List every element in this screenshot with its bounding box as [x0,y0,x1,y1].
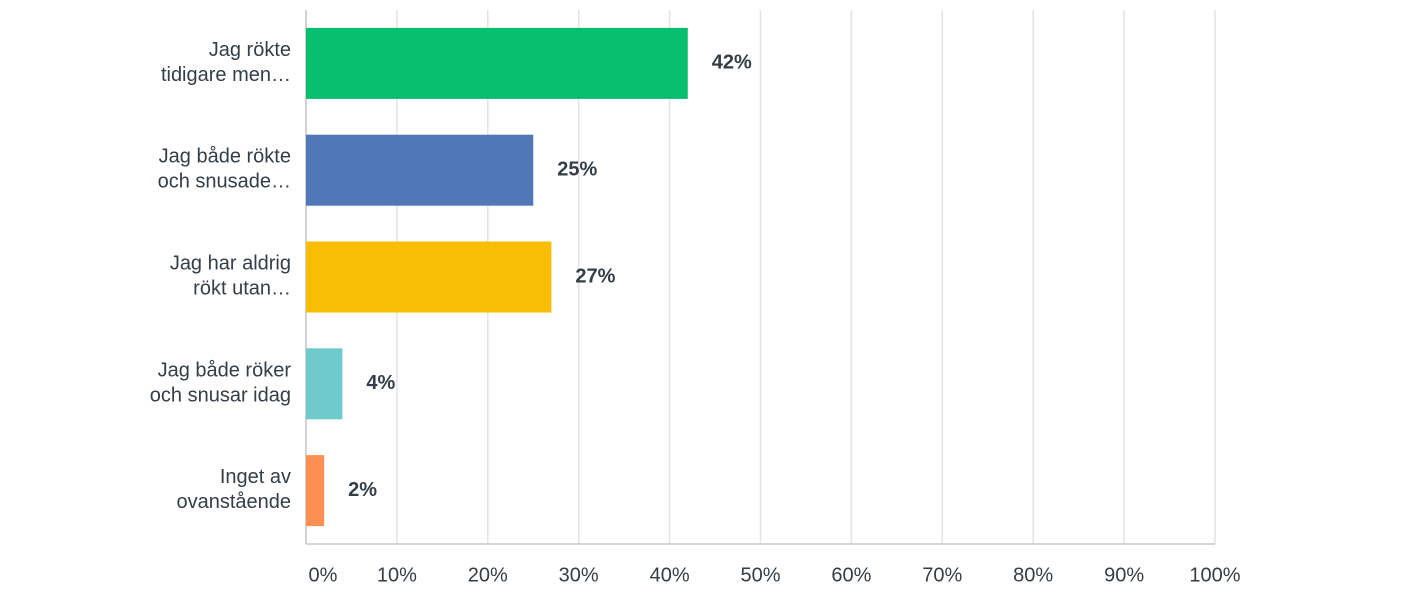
x-tick-label: 10% [377,564,417,586]
x-tick-label: 90% [1104,564,1144,586]
value-label: 2% [348,479,377,501]
category-label: Jag både rökte och snusade… [158,146,291,193]
x-tick-label: 20% [468,564,508,586]
bar [306,241,552,313]
category-label: Jag rökte tidigare men… [161,39,291,86]
x-tick-label: 30% [559,564,599,586]
x-tick-label: 50% [740,564,780,586]
value-label: 4% [366,372,395,394]
category-label: Inget av ovanstående [176,466,291,513]
category-label: Jag både röker och snusar idag [150,360,292,407]
bar [306,348,343,420]
value-label: 27% [575,265,615,287]
x-tick-label: 40% [650,564,690,586]
x-tick-label: 80% [1013,564,1053,586]
x-tick-label: 100% [1189,564,1240,586]
category-label: Jag har aldrig rökt utan… [170,253,291,300]
value-label: 42% [712,52,752,74]
bar [306,27,688,99]
x-tick-label: 70% [922,564,962,586]
bar [306,134,534,206]
x-tick-label: 60% [831,564,871,586]
bar [306,455,325,527]
value-label: 25% [557,158,597,180]
x-tick-label: 0% [309,564,338,586]
